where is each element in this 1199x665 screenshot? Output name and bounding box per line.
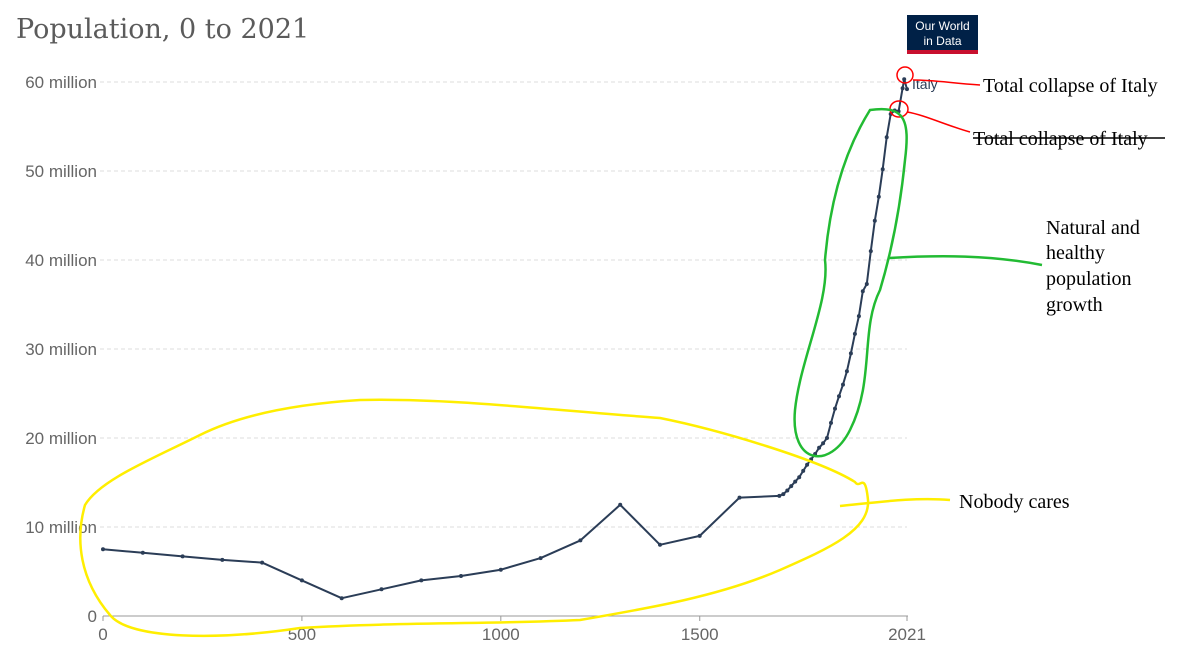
data-point: [379, 587, 384, 592]
data-point: [905, 87, 909, 92]
y-tick-label: 30 million: [25, 340, 97, 359]
data-point: [805, 462, 810, 467]
data-point: [299, 578, 304, 583]
red-arrow-top: [912, 79, 981, 86]
data-point: [737, 495, 742, 500]
x-tick-label: 1500: [681, 625, 719, 644]
y-tick-label: 60 million: [25, 73, 97, 92]
annotation-text-growth-2: healthy: [1046, 242, 1105, 264]
data-point: [868, 249, 873, 254]
data-point: [841, 382, 845, 387]
data-point: [884, 135, 889, 140]
data-point: [777, 493, 782, 498]
annotation-text-collapse-top: Total collapse of Italy: [983, 75, 1158, 97]
data-point: [459, 574, 463, 578]
data-point: [833, 406, 837, 411]
data-point: [101, 547, 105, 552]
data-point: [658, 542, 662, 547]
y-tick-label: 20 million: [25, 429, 97, 448]
chart-title: Population, 0 to 2021: [16, 14, 309, 45]
data-point: [140, 550, 145, 555]
y-tick-label: 50 million: [25, 162, 97, 181]
green-arrow: [887, 255, 1043, 267]
data-point: [538, 556, 543, 561]
x-tick-label: 0: [98, 625, 107, 644]
red-circle-top: [896, 66, 914, 84]
data-point: [697, 533, 702, 538]
data-point: [419, 578, 424, 583]
y-tick-label: 10 million: [25, 518, 97, 537]
data-point: [618, 502, 623, 507]
data-point: [848, 351, 853, 356]
x-tick-label: 2021: [888, 625, 926, 644]
data-point: [864, 282, 869, 286]
annotation-text-growth-3: population: [1046, 268, 1132, 290]
green-loop: [793, 107, 908, 458]
x-axis-ticks: 0 500 1000 1500 2021: [98, 615, 926, 644]
data-point: [876, 194, 881, 199]
data-point: [260, 560, 265, 565]
data-point: [844, 369, 849, 374]
y-tick-label: 40 million: [25, 251, 97, 270]
data-point: [829, 420, 833, 425]
annotation-total-collapse-top: Total collapse of Italy: [896, 66, 1158, 97]
logo: Our World in Data: [907, 15, 978, 54]
data-point: [821, 441, 826, 446]
y-axis-ticks: 0 10 million 20 million 30 million 40 millio…: [25, 73, 97, 626]
annotation-text-growth-4: growth: [1046, 294, 1103, 316]
annotation-text-growth-1: Natural and: [1046, 217, 1140, 239]
yellow-loop: [79, 398, 870, 638]
data-point: [789, 484, 794, 489]
data-point: [902, 77, 907, 82]
annotation-nobody-cares: Nobody cares: [79, 398, 1070, 638]
data-point: [793, 479, 798, 484]
data-point: [797, 475, 802, 480]
data-point: [900, 86, 905, 91]
data-point: [860, 289, 865, 294]
yellow-arrow: [839, 497, 951, 508]
data-point: [817, 445, 822, 450]
data-point: [781, 492, 786, 497]
logo-line1: Our World: [915, 19, 969, 33]
logo-background: [907, 15, 978, 53]
annotation-text-nobody-cares: Nobody cares: [959, 491, 1070, 513]
data-point: [837, 394, 841, 399]
y-tick-label: 0: [88, 607, 97, 626]
data-point: [180, 554, 185, 559]
data-point: [220, 557, 225, 562]
data-point: [578, 538, 583, 543]
logo-line2: in Data: [923, 34, 961, 48]
grid-lines: [100, 81, 907, 528]
data-point: [801, 468, 806, 473]
annotation-natural-growth: Natural and healthy population growth: [793, 107, 1140, 458]
series-line: [102, 78, 908, 600]
data-point: [856, 314, 861, 319]
series-label-italy: Italy: [912, 76, 938, 92]
annotation-total-collapse-strike: Total collapse of Italy: [889, 100, 1165, 150]
data-point: [498, 567, 503, 572]
data-point: [852, 331, 857, 336]
series-italy: [101, 77, 909, 601]
x-tick-label: 1000: [482, 625, 520, 644]
annotation-text-collapse-struck: Total collapse of Italy: [973, 128, 1148, 150]
data-point: [825, 436, 829, 440]
data-point: [880, 167, 885, 172]
data-point: [872, 218, 877, 223]
red-arrow-bottom: [906, 111, 971, 133]
logo-underline: [907, 50, 978, 54]
data-point: [785, 488, 790, 493]
data-point: [339, 596, 344, 601]
